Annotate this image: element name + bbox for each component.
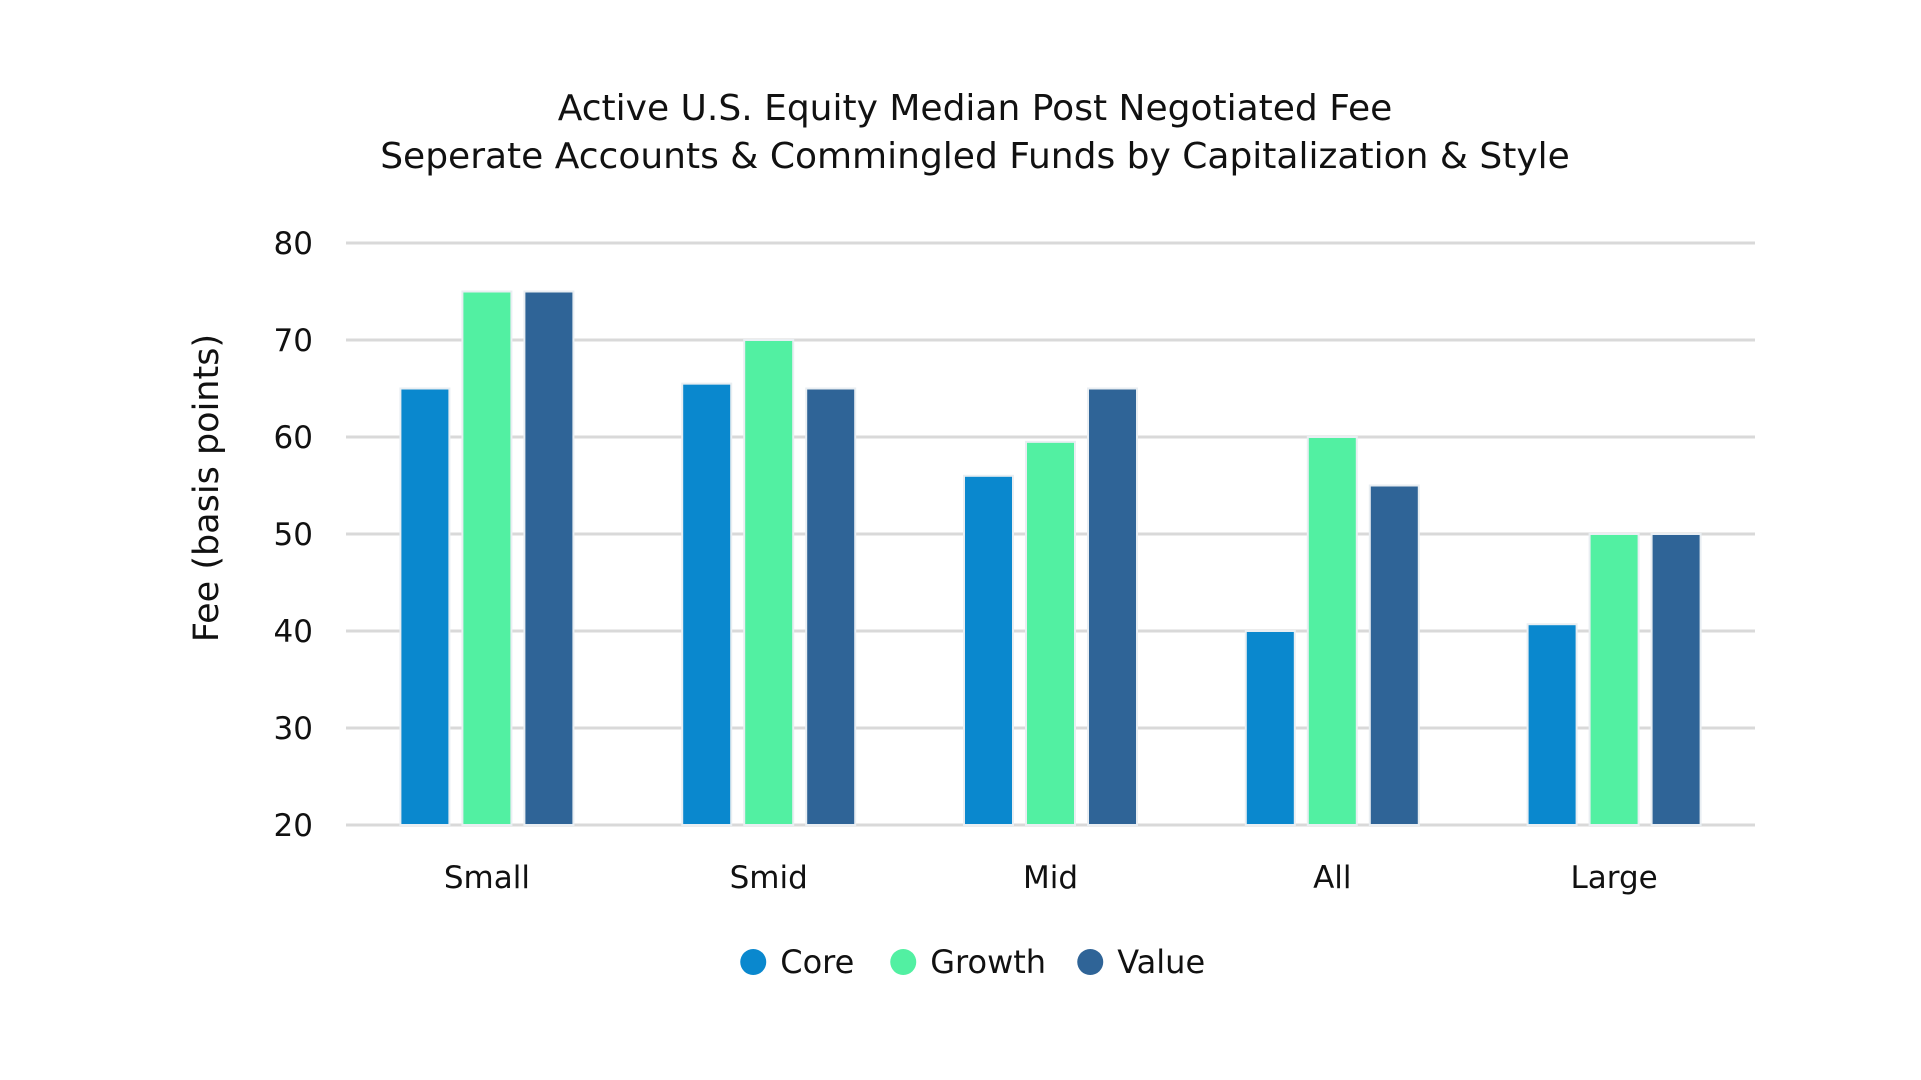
bar-value-mid bbox=[1087, 387, 1138, 826]
x-axis-ticks: Small Smid Mid All Large bbox=[444, 860, 1658, 896]
bar-growth-smid bbox=[743, 339, 795, 826]
x-tick-label: Mid bbox=[1023, 860, 1078, 896]
y-tick-label: 50 bbox=[274, 517, 313, 553]
y-axis-title: Fee (basis points) bbox=[187, 334, 227, 642]
chart-title: Active U.S. Equity Median Post Negotiate… bbox=[558, 88, 1393, 129]
bar-core-small bbox=[399, 387, 451, 826]
legend-marker bbox=[740, 949, 767, 975]
bar-core-all bbox=[1244, 630, 1296, 826]
x-tick-label: Small bbox=[444, 860, 530, 896]
legend-marker bbox=[1077, 949, 1104, 975]
bar-growth-all bbox=[1306, 436, 1358, 826]
x-tick-label: Smid bbox=[730, 860, 808, 896]
legend-marker bbox=[890, 949, 917, 975]
x-tick-label: Large bbox=[1570, 860, 1657, 896]
legend-item-growth: Growth bbox=[890, 943, 1046, 981]
legend-label: Core bbox=[780, 943, 854, 981]
y-tick-label: 20 bbox=[274, 808, 313, 844]
legend-item-value: Value bbox=[1077, 943, 1205, 981]
bar-value-large bbox=[1650, 533, 1702, 826]
legend-item-core: Core bbox=[740, 943, 854, 981]
bar-value-all bbox=[1368, 484, 1420, 826]
y-tick-label: 70 bbox=[274, 323, 313, 359]
bars bbox=[399, 290, 1702, 827]
legend: Core Growth Value bbox=[740, 943, 1205, 981]
x-tick-label: All bbox=[1313, 860, 1351, 896]
bar-value-smid bbox=[805, 387, 857, 826]
bar-growth-mid bbox=[1025, 440, 1076, 826]
y-tick-label: 40 bbox=[274, 614, 313, 650]
bar-core-mid bbox=[963, 474, 1014, 826]
y-axis-ticks: 80 70 60 50 40 30 20 bbox=[274, 226, 313, 844]
y-tick-label: 30 bbox=[274, 711, 313, 747]
bar-core-smid bbox=[681, 382, 733, 826]
bar-growth-small bbox=[461, 290, 513, 826]
bar-growth-large bbox=[1588, 533, 1640, 826]
y-tick-label: 80 bbox=[274, 226, 313, 262]
legend-label: Value bbox=[1117, 943, 1205, 981]
bar-core-large bbox=[1526, 623, 1578, 827]
legend-label: Growth bbox=[930, 943, 1046, 981]
bar-value-small bbox=[523, 290, 575, 826]
y-tick-label: 60 bbox=[274, 420, 313, 456]
chart-subtitle: Seperate Accounts & Commingled Funds by … bbox=[380, 136, 1570, 177]
